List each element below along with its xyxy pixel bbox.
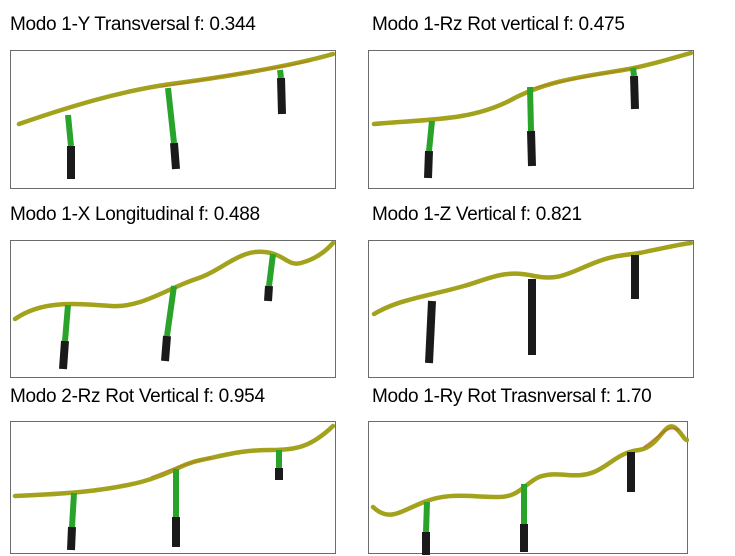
mode-panel-2 bbox=[368, 50, 694, 189]
pier-1-base bbox=[424, 150, 433, 179]
mode-panel-1 bbox=[10, 50, 336, 189]
pier-2-base bbox=[170, 142, 180, 170]
mode-title-3: Modo 1-X Longitudinal f: 0.488 bbox=[10, 204, 260, 225]
mode-panel-5 bbox=[10, 421, 336, 554]
mode-title-1: Modo 1-Y Transversal f: 0.344 bbox=[10, 14, 256, 35]
pier-2-green bbox=[165, 87, 177, 144]
mode-panel-6 bbox=[368, 421, 689, 555]
mode-shape-6 bbox=[370, 424, 689, 555]
mode-panel-3 bbox=[10, 240, 336, 378]
pier-2-base bbox=[527, 130, 536, 167]
pier-1-base bbox=[59, 340, 69, 370]
pier-3-base bbox=[277, 77, 286, 115]
pier-2-green bbox=[527, 86, 534, 132]
mode-shape-1 bbox=[16, 51, 336, 179]
mode-title-5: Modo 2-Rz Rot Vertical f: 0.954 bbox=[10, 386, 265, 407]
mode-shape-5 bbox=[12, 423, 336, 551]
pier-1-green bbox=[423, 501, 430, 533]
pier-1-base bbox=[425, 300, 436, 364]
deck-shading bbox=[160, 60, 312, 88]
pier-3-base bbox=[630, 75, 639, 110]
mode-title-4: Modo 1-Z Vertical f: 0.821 bbox=[372, 204, 582, 225]
mode-panel-4 bbox=[368, 240, 694, 378]
pier-1-green bbox=[65, 114, 74, 147]
pier-1-green bbox=[62, 304, 71, 342]
pier-1-base bbox=[67, 526, 76, 551]
deck bbox=[370, 424, 689, 517]
pier-3-green bbox=[630, 67, 637, 77]
pier-2-green bbox=[164, 285, 177, 337]
pier-3-green bbox=[277, 69, 284, 79]
mode-title-2: Modo 1-Rz Rot vertical f: 0.475 bbox=[372, 14, 625, 35]
mode-title-6: Modo 1-Ry Rot Trasnversal f: 1.70 bbox=[372, 386, 652, 407]
pier-3-base bbox=[264, 285, 273, 302]
deck bbox=[12, 241, 336, 322]
mode-shape-2 bbox=[371, 51, 694, 179]
deck bbox=[371, 241, 694, 317]
deck-shading bbox=[528, 66, 640, 90]
deck-shading bbox=[150, 457, 212, 478]
pier-1-green bbox=[426, 120, 435, 152]
pier-3-green bbox=[266, 253, 276, 287]
pier-2-base bbox=[161, 335, 171, 362]
mode-shape-3 bbox=[12, 241, 336, 370]
deck-shading bbox=[643, 427, 680, 448]
pier-1-green bbox=[69, 492, 77, 528]
mode-shape-4 bbox=[371, 241, 694, 364]
